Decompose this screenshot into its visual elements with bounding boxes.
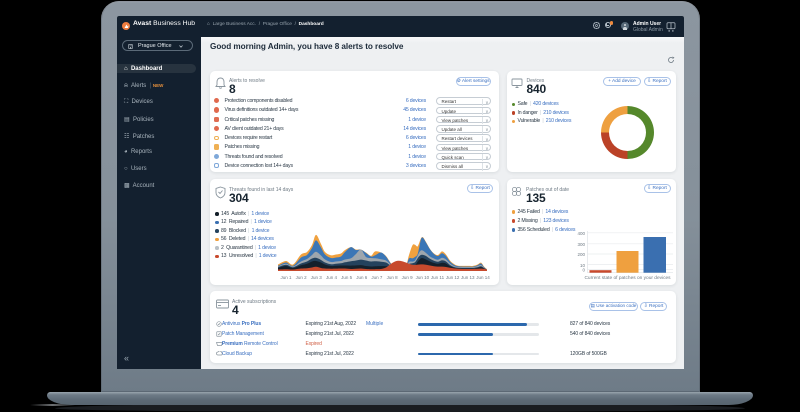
svg-text:300: 300	[577, 242, 585, 247]
svg-text:10: 10	[579, 263, 585, 268]
svg-text:400: 400	[577, 231, 585, 236]
svg-text:0: 0	[582, 268, 585, 273]
svg-text:200: 200	[577, 252, 585, 257]
